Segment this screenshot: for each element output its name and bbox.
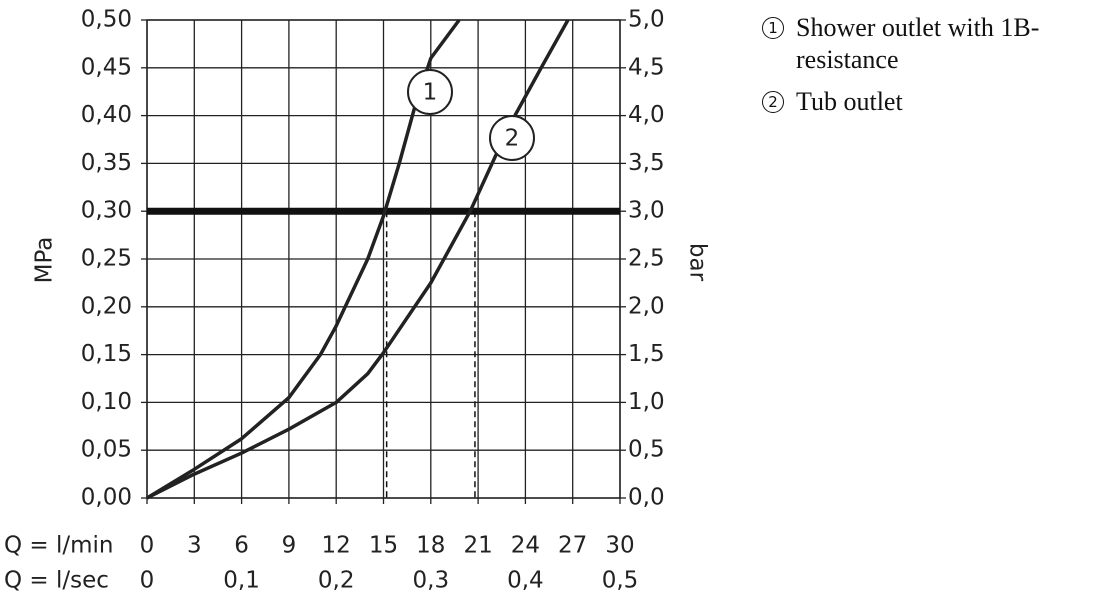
y-tick-label: 0,15 (81, 341, 132, 367)
x-axis-label: Q = l/min (4, 533, 114, 559)
y-tick-label: 0,10 (81, 389, 132, 415)
y2-tick-label: 4,5 (628, 54, 665, 80)
y-tick-label: 0,20 (81, 293, 132, 319)
legend-label: Tub outlet (796, 87, 903, 116)
x2-tick-label: 0,5 (602, 568, 639, 594)
x-tick-label: 9 (282, 533, 297, 559)
y2-tick-label: 3,0 (628, 198, 665, 224)
y2-axis-label: bar (685, 243, 711, 282)
y-tick-label: 0,50 (81, 7, 132, 33)
x-tick-label: 0 (140, 533, 155, 559)
x2-axis-label: Q = l/sec (4, 568, 109, 594)
y-tick-label: 0,35 (81, 150, 132, 176)
curve-label: 2 (505, 126, 520, 152)
y2-tick-label: 3,5 (628, 150, 665, 176)
x-tick-label: 6 (234, 533, 249, 559)
y2-tick-label: 0,5 (628, 437, 665, 463)
x-tick-label: 15 (369, 533, 398, 559)
legend: 1 Shower outlet with 1B-resistance 2 Tub ou… (762, 12, 1102, 128)
y-tick-label: 0,45 (81, 54, 132, 80)
legend-marker: 1 (762, 17, 784, 39)
legend-entry: 2 Tub outlet (762, 86, 1102, 118)
y-tick-label: 0,25 (81, 246, 132, 272)
legend-marker: 2 (762, 91, 784, 113)
y2-tick-label: 4,0 (628, 102, 665, 128)
y2-tick-label: 0,0 (628, 485, 665, 511)
y2-tick-label: 2,0 (628, 293, 665, 319)
legend-label: Shower outlet with 1B-resistance (796, 13, 1040, 74)
y2-tick-label: 5,0 (628, 7, 665, 33)
curve-label-circle (407, 69, 453, 115)
y-tick-label: 0,40 (81, 102, 132, 128)
x-tick-label: 12 (322, 533, 351, 559)
plot-frame (146, 19, 621, 499)
x2-tick-label: 0,2 (318, 568, 355, 594)
y2-tick-label: 1,0 (628, 389, 665, 415)
x-tick-label: 30 (605, 533, 634, 559)
x-tick-label: 24 (511, 533, 540, 559)
x2-tick-label: 0,4 (507, 568, 544, 594)
curve-label-circle (489, 115, 535, 161)
x-tick-label: 18 (416, 533, 445, 559)
x-tick-label: 27 (558, 533, 587, 559)
y2-tick-label: 2,5 (628, 246, 665, 272)
x-tick-label: 21 (463, 533, 492, 559)
y-axis-label: MPa (32, 237, 58, 284)
curve-label: 1 (423, 80, 438, 106)
legend-entry: 1 Shower outlet with 1B-resistance (762, 12, 1102, 76)
y2-tick-label: 1,5 (628, 341, 665, 367)
x2-tick-label: 0,1 (223, 568, 260, 594)
x2-tick-label: 0 (140, 568, 155, 594)
y-tick-label: 0,00 (81, 485, 132, 511)
x-tick-label: 3 (187, 533, 202, 559)
x2-tick-label: 0,3 (413, 568, 450, 594)
y-tick-label: 0,30 (81, 198, 132, 224)
y-tick-label: 0,05 (81, 437, 132, 463)
